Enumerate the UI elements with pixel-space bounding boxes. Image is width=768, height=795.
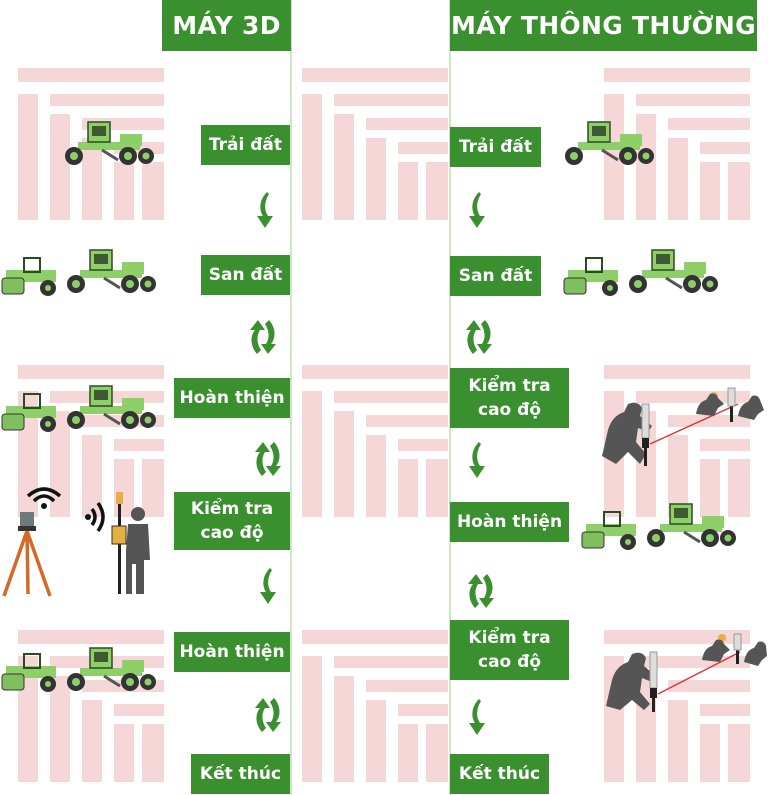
watermark-logo bbox=[604, 68, 750, 220]
cycle-arrow-icon bbox=[250, 320, 276, 354]
right-title: MÁY THÔNG THƯỜNG bbox=[450, 0, 757, 51]
wifi-icon bbox=[26, 487, 62, 509]
right-step-3: Kiểm tra cao độ bbox=[450, 368, 569, 428]
tripod-icon bbox=[2, 512, 52, 597]
down-arrow-icon bbox=[260, 568, 276, 604]
grader-icon bbox=[67, 647, 156, 691]
cycle-arrow-icon bbox=[255, 442, 281, 476]
left-column-line bbox=[290, 0, 292, 795]
roller-icon bbox=[581, 511, 636, 550]
grader-icon bbox=[565, 121, 654, 165]
watermark-logo bbox=[18, 630, 164, 782]
left-step-3: Hoàn thiện bbox=[174, 378, 290, 418]
watermark-logo bbox=[302, 365, 448, 517]
cycle-arrow-icon bbox=[255, 698, 281, 732]
right-step-4: Hoàn thiện bbox=[450, 502, 569, 542]
signal-icon bbox=[85, 501, 105, 533]
down-arrow-icon bbox=[469, 442, 485, 478]
level-staff-icon bbox=[606, 633, 767, 712]
left-step-4: Kiểm tra cao độ bbox=[174, 492, 290, 550]
grader-icon bbox=[67, 385, 156, 429]
down-arrow-icon bbox=[257, 192, 273, 228]
surveyor-icon bbox=[111, 492, 150, 594]
down-arrow-icon bbox=[469, 192, 485, 228]
grader-icon bbox=[67, 249, 156, 293]
left-title: MÁY 3D bbox=[162, 0, 291, 51]
roller-icon bbox=[1, 257, 56, 296]
cycle-arrow-icon bbox=[468, 574, 494, 608]
roller-icon bbox=[1, 393, 56, 432]
grader-icon bbox=[65, 121, 154, 165]
grader-icon bbox=[647, 503, 736, 547]
right-step-5: Kiểm tra cao độ bbox=[450, 620, 569, 680]
grader-icon bbox=[629, 249, 718, 293]
left-step-6: Kết thúc bbox=[191, 754, 290, 794]
roller-icon bbox=[1, 653, 56, 692]
left-step-2: San đất bbox=[201, 255, 290, 295]
down-arrow-icon bbox=[469, 699, 485, 735]
watermark-logo bbox=[302, 630, 448, 782]
level-staff-icon bbox=[602, 387, 764, 466]
cycle-arrow-icon bbox=[466, 320, 492, 354]
right-step-2: San đất bbox=[450, 256, 541, 296]
roller-icon bbox=[563, 257, 618, 296]
watermark-logo bbox=[302, 68, 448, 220]
right-step-1: Trải đất bbox=[450, 127, 541, 167]
right-step-6: Kết thúc bbox=[450, 754, 549, 794]
left-step-5: Hoàn thiện bbox=[174, 632, 290, 672]
left-step-1: Trải đất bbox=[201, 125, 290, 165]
